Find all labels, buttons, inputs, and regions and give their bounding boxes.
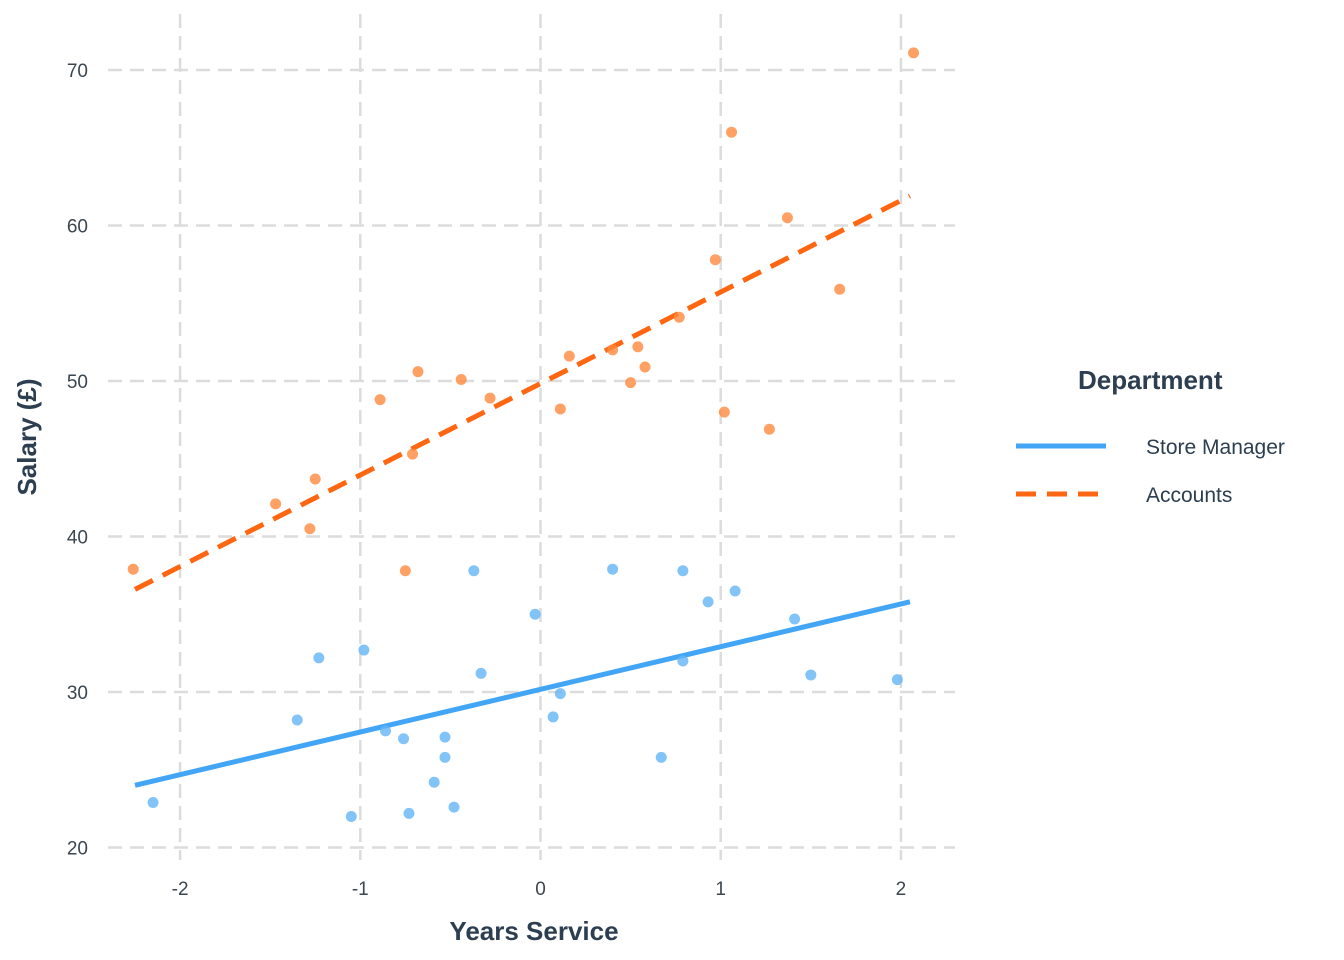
point-store-manager <box>677 565 689 577</box>
point-store-manager <box>805 669 817 681</box>
point-accounts <box>554 403 566 415</box>
point-store-manager <box>607 563 619 575</box>
y-tick-label: 20 <box>67 839 88 860</box>
point-accounts <box>834 283 846 295</box>
point-store-manager <box>380 725 392 737</box>
y-tick-label: 60 <box>67 217 88 238</box>
point-store-manager <box>403 807 415 819</box>
point-accounts <box>455 373 467 385</box>
point-accounts <box>763 423 775 435</box>
trend-line-accounts <box>133 193 912 592</box>
point-store-manager <box>147 796 159 808</box>
point-accounts <box>563 350 575 362</box>
point-store-manager <box>313 652 325 664</box>
legend-label-store-manager: Store Manager <box>1146 436 1285 459</box>
point-store-manager <box>547 711 559 723</box>
point-store-manager <box>398 733 410 745</box>
y-tick-label: 50 <box>67 372 88 393</box>
grid <box>108 14 955 860</box>
point-store-manager <box>448 801 460 813</box>
point-accounts <box>673 311 685 323</box>
point-accounts <box>309 473 321 485</box>
point-accounts <box>625 377 637 389</box>
legend-title: Department <box>1078 365 1223 395</box>
point-store-manager <box>789 613 801 625</box>
point-store-manager <box>475 667 487 679</box>
point-store-manager <box>655 751 667 763</box>
point-store-manager <box>439 751 451 763</box>
point-accounts <box>304 523 316 535</box>
point-accounts <box>412 366 424 378</box>
point-accounts <box>726 126 738 138</box>
y-tick-label: 70 <box>67 61 88 82</box>
point-accounts <box>484 392 496 404</box>
tick-labels: -2 -1 0 1 2 20 30 40 50 60 70 <box>67 61 906 900</box>
x-tick-label: -2 <box>172 879 189 900</box>
point-accounts <box>908 47 920 59</box>
x-tick-label: 0 <box>535 879 546 900</box>
data-points <box>127 47 920 822</box>
legend: Department Store Manager Accounts <box>1016 365 1285 507</box>
point-accounts <box>270 498 282 510</box>
point-store-manager <box>291 714 303 726</box>
point-accounts <box>407 448 419 460</box>
point-store-manager <box>439 731 451 743</box>
point-store-manager <box>891 674 903 686</box>
point-store-manager <box>468 565 480 577</box>
point-accounts <box>718 406 730 418</box>
point-accounts <box>399 565 411 577</box>
trend-line-store-manager <box>134 599 911 788</box>
point-store-manager <box>554 688 566 700</box>
y-axis-title: Salary (£) <box>12 378 42 495</box>
point-store-manager <box>358 644 370 656</box>
y-tick-label: 30 <box>67 683 88 704</box>
trend-lines <box>133 193 912 788</box>
point-store-manager <box>428 776 440 788</box>
point-accounts <box>709 254 721 266</box>
point-accounts <box>781 212 793 224</box>
point-store-manager <box>529 608 541 620</box>
x-tick-label: -1 <box>352 879 369 900</box>
point-accounts <box>639 361 651 373</box>
point-store-manager <box>677 655 689 667</box>
point-store-manager <box>345 810 357 822</box>
point-accounts <box>632 341 644 353</box>
point-store-manager <box>729 585 741 597</box>
point-store-manager <box>702 596 714 608</box>
legend-label-accounts: Accounts <box>1146 484 1232 507</box>
x-tick-label: 2 <box>896 879 907 900</box>
x-axis-title: Years Service <box>449 916 618 946</box>
point-accounts <box>127 563 139 575</box>
point-accounts <box>374 394 386 406</box>
y-tick-label: 40 <box>67 528 88 549</box>
point-accounts <box>607 344 619 356</box>
x-tick-label: 1 <box>715 879 726 900</box>
